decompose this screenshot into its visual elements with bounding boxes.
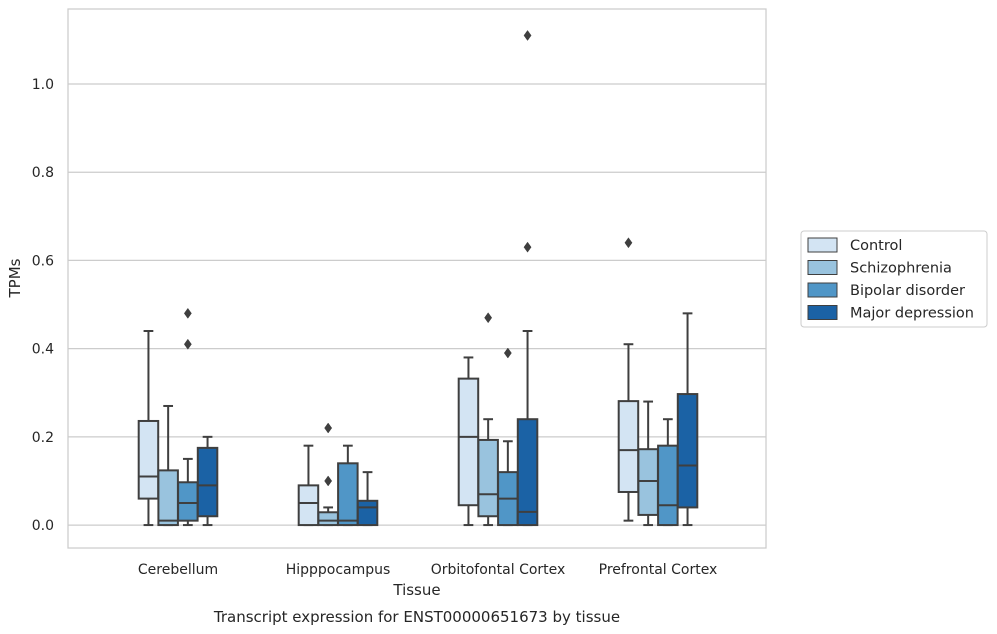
legend-label: Bipolar disorder <box>850 283 965 299</box>
legend: Control Schizophrenia Bipolar disorder Majo… <box>800 230 988 328</box>
box-major-depression <box>676 312 699 527</box>
box-body <box>317 511 339 527</box>
box-body <box>516 418 539 527</box>
box-body <box>137 419 160 500</box>
box-body <box>297 484 320 527</box>
box-body <box>617 400 640 493</box>
box-major-depression <box>196 435 219 527</box>
x-tick-labels: Cerebellum Hipppocampus Orbitofontal Corte… <box>138 562 717 578</box>
outlier-point <box>624 237 633 249</box>
box-body <box>337 462 359 527</box>
box-body <box>477 438 499 518</box>
outlier-point <box>503 347 512 359</box>
x-tick-label: Orbitofontal Cortex <box>431 562 566 578</box>
chart-caption: Transcript expression for ENST0000065167… <box>213 608 620 626</box>
boxes <box>137 30 699 527</box>
box-major-depression <box>356 471 379 527</box>
box-bipolar-disorder <box>177 307 199 527</box>
box-body <box>657 444 679 527</box>
box-body <box>457 377 480 507</box>
box-major-depression <box>516 30 539 527</box>
x-tick-label: Cerebellum <box>138 562 218 578</box>
y-tick-label: 0.4 <box>32 342 54 358</box>
box-body <box>177 481 199 522</box>
legend-swatch <box>807 282 838 298</box>
box-body <box>157 469 179 527</box>
y-tick-label: 0.2 <box>32 430 54 446</box>
x-tick-label: Prefrontal Cortex <box>599 562 718 578</box>
legend-label: Major depression <box>850 306 974 322</box>
legend-frame <box>800 230 988 328</box>
box-body <box>356 499 379 527</box>
x-tick-label: Hipppocampus <box>286 562 391 578</box>
legend-label: Schizophrenia <box>850 261 952 277</box>
box-schizophrenia <box>477 312 499 527</box>
outlier-point <box>523 241 532 253</box>
box-control <box>457 356 480 527</box>
box-bipolar-disorder <box>657 418 679 527</box>
box-body <box>196 446 219 518</box>
outlier-point <box>523 30 532 41</box>
x-axis-label: Tissue <box>392 581 440 599</box>
legend-swatch <box>807 260 838 275</box>
legend-label: Control <box>850 238 902 254</box>
outlier-point <box>484 312 493 324</box>
box-control <box>137 329 160 527</box>
y-tick-labels: 0.0 0.2 0.4 0.6 0.8 1.0 <box>32 77 54 534</box>
y-tick-label: 0.6 <box>32 253 54 269</box>
legend-swatch <box>807 305 838 320</box>
y-tick-label: 0.8 <box>32 165 54 181</box>
legend-items: Control Schizophrenia Bipolar disorder Majo… <box>807 237 974 322</box>
y-tick-label: 0.0 <box>32 518 54 534</box>
outlier-point <box>183 307 192 319</box>
outlier-point <box>183 338 192 350</box>
outlier-point <box>324 422 333 434</box>
box-schizophrenia <box>157 404 179 527</box>
box-schizophrenia <box>637 400 659 527</box>
y-axis-label: TPMs <box>6 258 24 298</box>
box-body <box>637 448 659 516</box>
outlier-point <box>324 475 333 487</box>
box-control <box>297 444 320 527</box>
box-body <box>676 393 699 509</box>
plot-frame <box>67 8 767 549</box>
box-control <box>617 237 640 522</box>
legend-swatch <box>807 237 838 253</box>
box-bipolar-disorder <box>337 444 359 527</box>
box-schizophrenia <box>317 422 339 527</box>
y-tick-label: 1.0 <box>32 77 54 93</box>
